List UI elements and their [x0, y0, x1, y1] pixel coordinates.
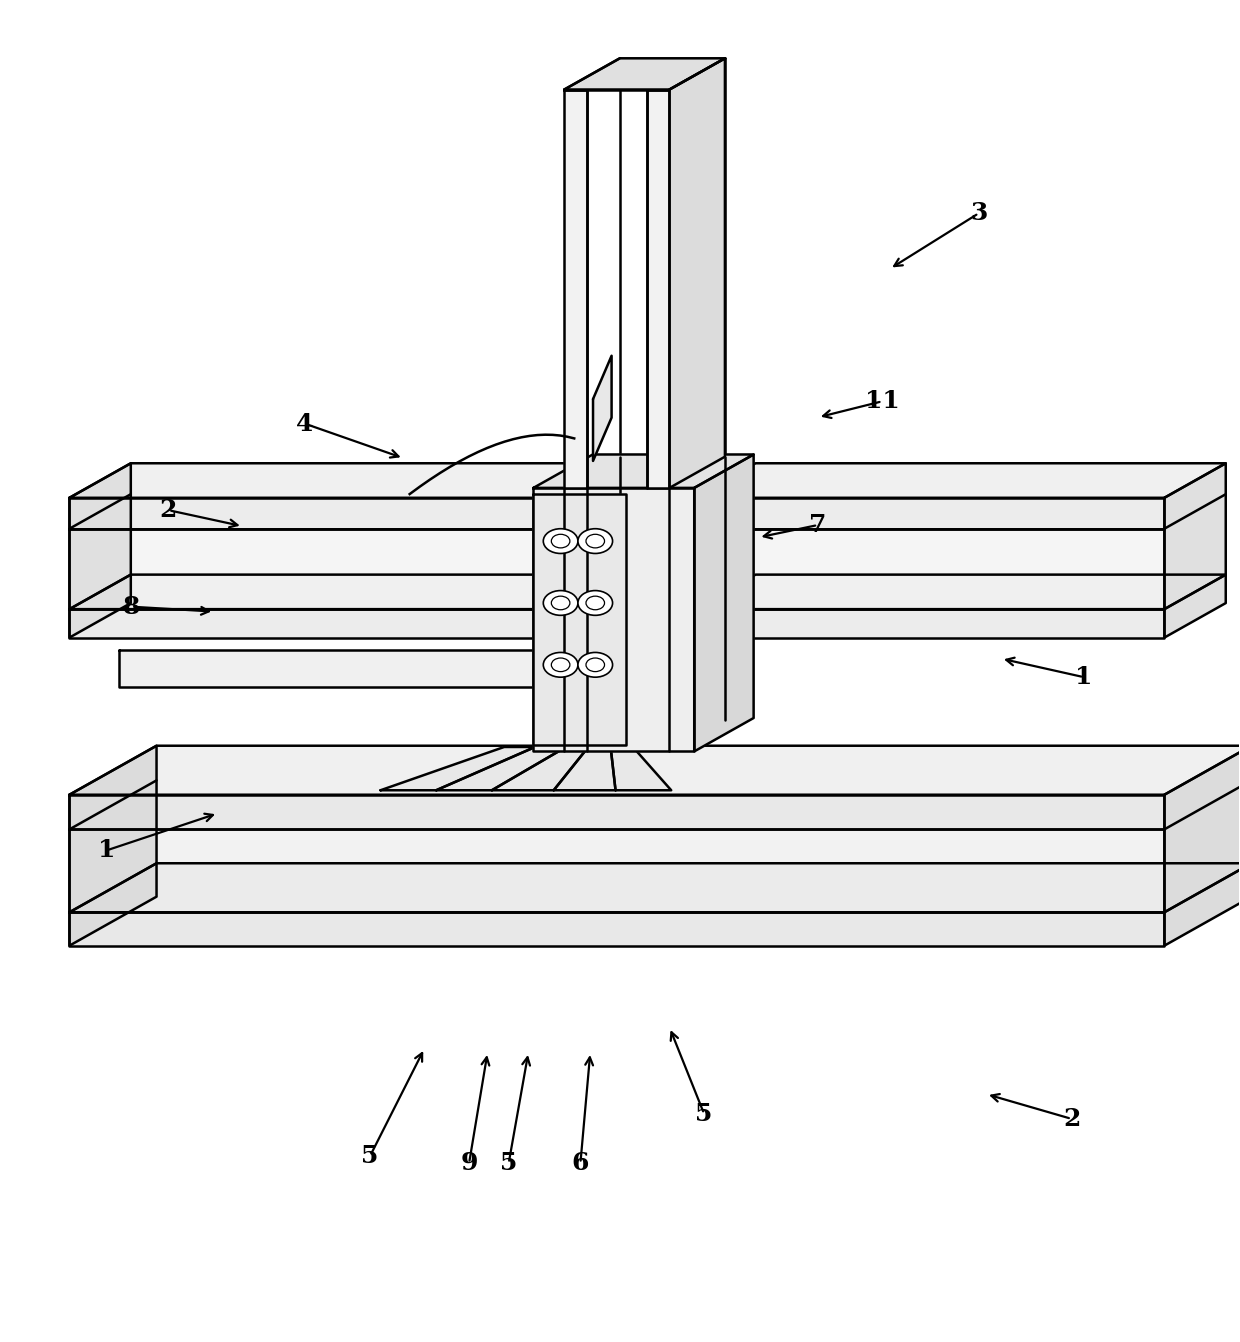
Polygon shape — [69, 829, 1164, 913]
Polygon shape — [564, 90, 587, 488]
Text: 6: 6 — [572, 1151, 589, 1176]
Polygon shape — [436, 747, 565, 790]
Polygon shape — [69, 794, 1164, 829]
Polygon shape — [119, 650, 533, 687]
Text: 5: 5 — [696, 1102, 713, 1126]
Ellipse shape — [543, 529, 578, 553]
Polygon shape — [694, 574, 1226, 609]
Polygon shape — [492, 747, 588, 790]
Polygon shape — [69, 498, 533, 529]
Ellipse shape — [578, 590, 613, 616]
Ellipse shape — [578, 529, 613, 553]
Polygon shape — [593, 356, 611, 460]
Polygon shape — [670, 58, 725, 488]
Text: 1: 1 — [98, 839, 115, 863]
Polygon shape — [69, 463, 595, 498]
Polygon shape — [694, 463, 1226, 498]
Text: 5: 5 — [500, 1151, 517, 1176]
Text: 5: 5 — [361, 1143, 378, 1168]
Ellipse shape — [578, 652, 613, 678]
Polygon shape — [564, 58, 725, 90]
Polygon shape — [381, 747, 536, 790]
Text: 11: 11 — [866, 389, 900, 413]
Polygon shape — [533, 455, 754, 488]
Polygon shape — [647, 90, 670, 488]
Ellipse shape — [543, 652, 578, 678]
Polygon shape — [69, 529, 533, 609]
Polygon shape — [1164, 463, 1226, 637]
Text: 3: 3 — [970, 201, 987, 225]
Text: 2: 2 — [1063, 1107, 1080, 1131]
Text: 1: 1 — [1075, 666, 1092, 690]
Polygon shape — [69, 463, 130, 637]
Polygon shape — [533, 494, 626, 745]
Polygon shape — [69, 863, 1240, 913]
Polygon shape — [1164, 746, 1240, 946]
Polygon shape — [554, 747, 615, 790]
Polygon shape — [610, 747, 671, 790]
Text: 8: 8 — [123, 595, 140, 619]
Text: 9: 9 — [460, 1151, 477, 1176]
Polygon shape — [533, 488, 694, 752]
Text: 7: 7 — [810, 513, 827, 537]
Polygon shape — [69, 574, 595, 609]
Polygon shape — [694, 455, 754, 752]
Polygon shape — [69, 913, 1164, 946]
Polygon shape — [69, 746, 1240, 794]
Text: 2: 2 — [160, 498, 177, 522]
Polygon shape — [694, 609, 1164, 637]
Polygon shape — [694, 498, 1164, 529]
Polygon shape — [69, 746, 156, 946]
Ellipse shape — [543, 590, 578, 616]
Polygon shape — [694, 529, 1164, 609]
Polygon shape — [69, 609, 533, 637]
Text: 4: 4 — [296, 412, 314, 436]
